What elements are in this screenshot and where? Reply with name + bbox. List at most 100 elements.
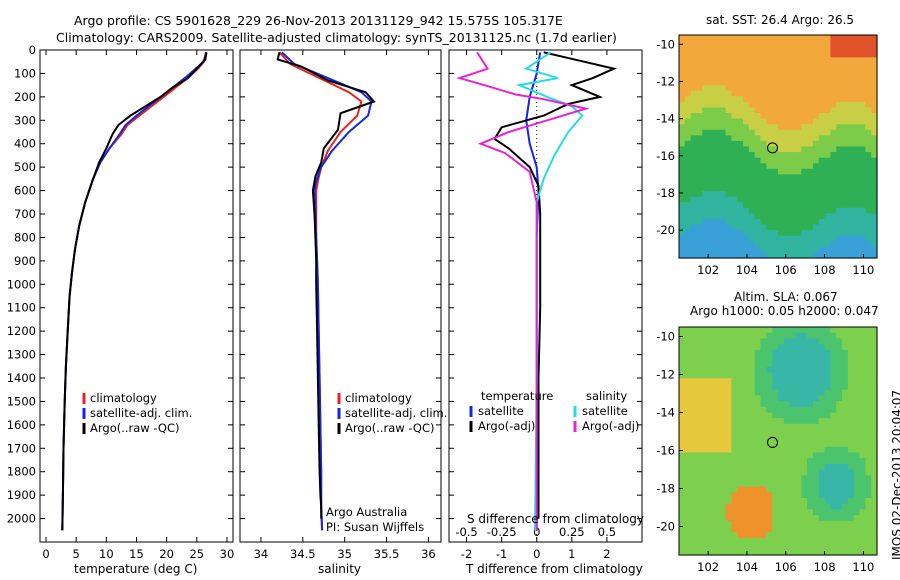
- map-cell: [737, 526, 744, 533]
- map-cell: [702, 246, 709, 253]
- map-cell: [760, 327, 767, 334]
- map-cell: [795, 46, 802, 53]
- map-cell: [772, 241, 779, 248]
- map-cell: [830, 207, 837, 214]
- map-cell: [754, 219, 762, 226]
- map-cell: [783, 361, 791, 368]
- map-cell: [743, 163, 750, 170]
- map-cell: [859, 230, 866, 237]
- map-cell: [737, 68, 744, 75]
- map-cell: [830, 435, 837, 442]
- map-cell: [679, 349, 686, 357]
- map-cell: [859, 85, 866, 92]
- map-cell: [708, 435, 715, 442]
- map-cell: [743, 79, 750, 86]
- map-cell: [708, 389, 715, 396]
- map-cell: [789, 96, 796, 103]
- map-cell: [801, 230, 808, 237]
- map-cell: [865, 366, 872, 374]
- map-y-tick-label: -12: [656, 74, 675, 88]
- map-cell: [836, 486, 843, 493]
- map-cell: [836, 74, 843, 81]
- map-cell: [766, 185, 773, 192]
- map-cell: [725, 395, 732, 402]
- map-cell: [865, 46, 872, 53]
- map-cell: [836, 90, 843, 97]
- y-tick-label: 2000: [7, 512, 36, 526]
- legend-title: salinity: [586, 389, 627, 403]
- map-cell: [708, 230, 715, 237]
- map-cell: [708, 129, 715, 136]
- map-cell: [795, 458, 802, 465]
- map-cell: [830, 520, 837, 528]
- map-cell: [743, 349, 750, 357]
- map-cell: [853, 146, 861, 153]
- map-cell: [778, 246, 785, 253]
- map-cell: [865, 423, 872, 431]
- map-cell: [783, 146, 791, 153]
- map-cell: [754, 418, 762, 425]
- map-cell: [690, 537, 697, 545]
- map-cell: [766, 344, 773, 351]
- map-cell: [708, 74, 715, 81]
- map-cell: [702, 146, 709, 153]
- map-cell: [748, 235, 756, 242]
- map-cell: [807, 338, 814, 345]
- map-cell: [743, 196, 750, 203]
- map-y-tick-label: -12: [656, 368, 675, 382]
- map-cell: [708, 79, 715, 86]
- map-cell: [824, 401, 831, 408]
- map-cell: [725, 475, 732, 482]
- map-cell: [871, 332, 878, 339]
- map-cell: [795, 384, 802, 391]
- map-cell: [719, 118, 727, 125]
- map-cell: [778, 74, 785, 81]
- map-cell: [719, 174, 727, 181]
- map-cell: [871, 526, 878, 533]
- map-cell: [760, 503, 767, 510]
- map-cell: [801, 79, 808, 86]
- map-cell: [696, 327, 703, 334]
- map-cell: [684, 549, 692, 556]
- map-cell: [818, 46, 826, 53]
- map-cell: [690, 163, 697, 170]
- map-cell: [743, 412, 750, 419]
- map-cell: [842, 57, 849, 64]
- header-line-2: Climatology: CARS2009. Satellite-adjuste…: [56, 30, 617, 45]
- x-tick-label: 34: [254, 547, 269, 561]
- map-cell: [760, 498, 767, 505]
- map-cell: [731, 355, 738, 362]
- map-cell: [743, 452, 750, 459]
- map-cell: [743, 74, 750, 81]
- map-cell: [760, 118, 767, 125]
- map-cell: [754, 458, 762, 465]
- map-cell: [737, 349, 744, 357]
- y-tick-label: 400: [14, 137, 36, 151]
- map-cell: [760, 401, 767, 408]
- map-cell: [696, 492, 703, 499]
- map-cell: [754, 202, 762, 209]
- map-cell: [719, 475, 727, 482]
- map-cell: [679, 196, 686, 203]
- map-cell: [847, 202, 855, 209]
- map-cell: [713, 163, 721, 170]
- map-cell: [871, 146, 878, 153]
- map-cell: [696, 349, 703, 357]
- map-cell: [737, 224, 744, 231]
- map-cell: [696, 395, 703, 402]
- map-cell: [743, 423, 750, 431]
- map-cell: [679, 406, 686, 414]
- map-cell: [684, 180, 692, 187]
- map-cell: [737, 118, 744, 125]
- map-cell: [795, 79, 802, 86]
- map-cell: [783, 252, 791, 259]
- map-cell: [847, 349, 855, 357]
- map-cell: [760, 51, 767, 58]
- map-x-tick-label: 108: [814, 560, 836, 574]
- map-cell: [836, 202, 843, 209]
- header-line-1: Argo profile: CS 5901628_229 26-Nov-2013…: [74, 13, 563, 28]
- map-cell: [690, 458, 697, 465]
- map-cell: [702, 469, 709, 476]
- map-cell: [807, 441, 814, 448]
- map-cell: [853, 486, 861, 493]
